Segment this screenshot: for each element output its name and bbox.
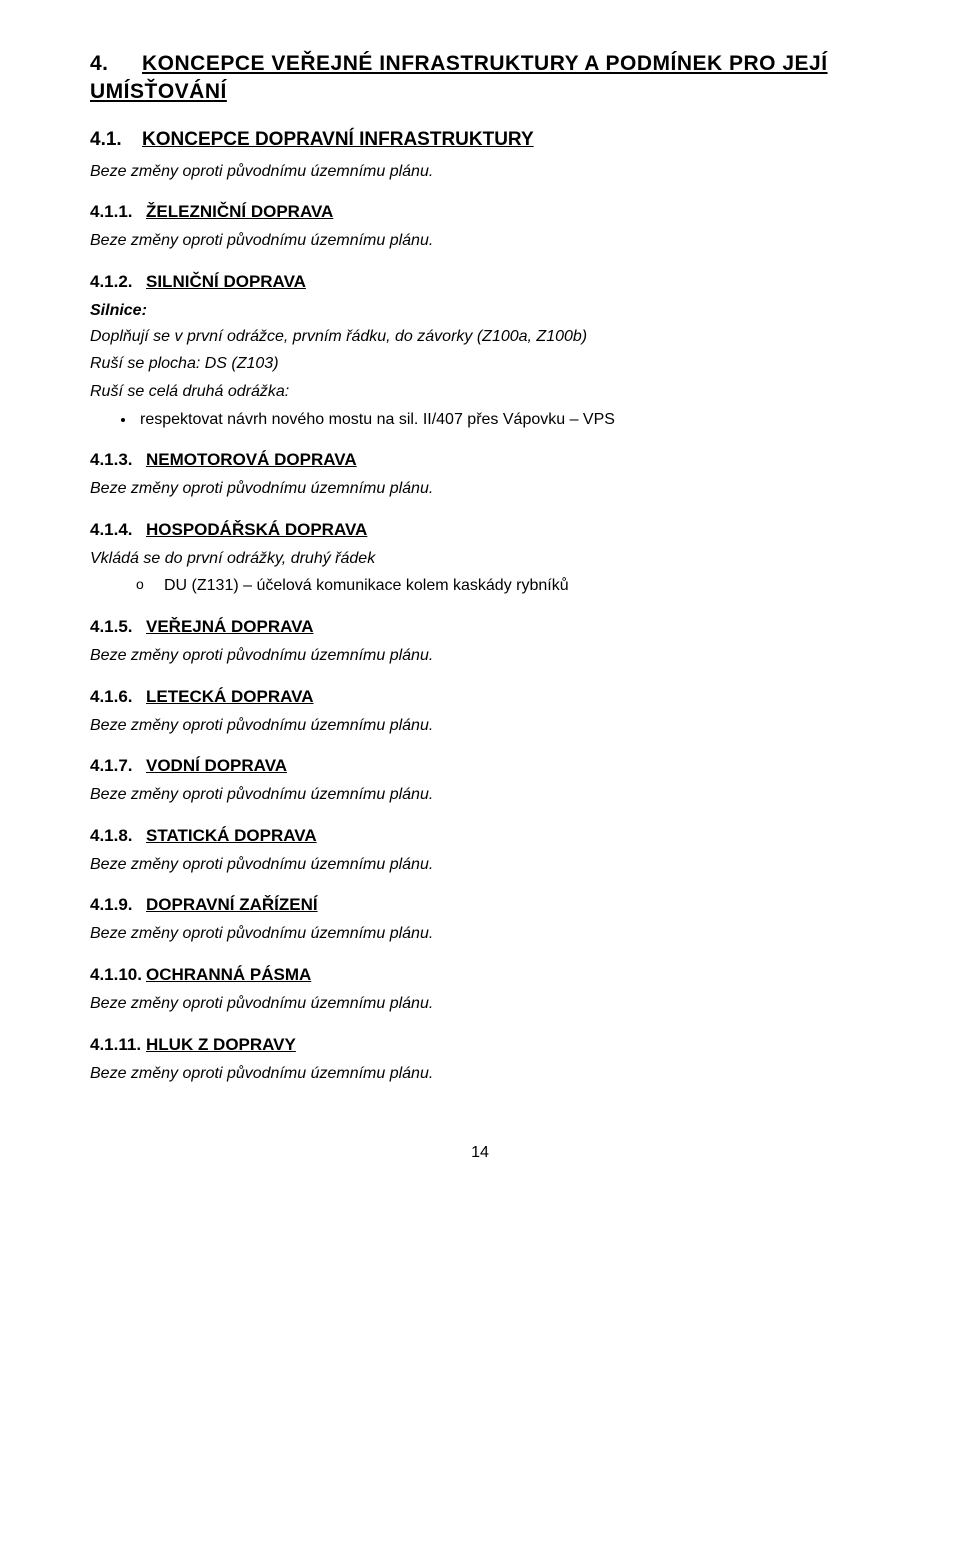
- section-417-num: 4.1.7.: [90, 756, 146, 776]
- nochange-416: Beze změny oproti původnímu územnímu plá…: [90, 715, 870, 737]
- nochange-4110: Beze změny oproti původnímu územnímu plá…: [90, 993, 870, 1015]
- section-4110-title: OCHRANNÁ PÁSMA: [146, 965, 311, 984]
- section-418-num: 4.1.8.: [90, 826, 146, 846]
- section-4-num: 4.: [90, 50, 142, 78]
- section-4111-num: 4.1.11.: [90, 1035, 146, 1055]
- section-418-title: STATICKÁ DOPRAVA: [146, 826, 317, 845]
- section-412-heading: 4.1.2.SILNIČNÍ DOPRAVA: [90, 272, 870, 292]
- nochange-417: Beze změny oproti původnímu územnímu plá…: [90, 784, 870, 806]
- section-414-heading: 4.1.4.HOSPODÁŘSKÁ DOPRAVA: [90, 520, 870, 540]
- section-4110-num: 4.1.10.: [90, 965, 146, 985]
- section-413-title: NEMOTOROVÁ DOPRAVA: [146, 450, 357, 469]
- section-4110-heading: 4.1.10.OCHRANNÁ PÁSMA: [90, 965, 870, 985]
- section-416-heading: 4.1.6.LETECKÁ DOPRAVA: [90, 687, 870, 707]
- nochange-41: Beze změny oproti původnímu územnímu plá…: [90, 161, 870, 183]
- section-411-title: ŽELEZNIČNÍ DOPRAVA: [146, 202, 333, 221]
- section-412-num: 4.1.2.: [90, 272, 146, 292]
- s412-p1: Doplňují se v první odrážce, prvním řádk…: [90, 326, 870, 348]
- s414-bullets: DU (Z131) – účelová komunikace kolem kas…: [90, 575, 870, 597]
- section-41-title: KONCEPCE DOPRAVNÍ INFRASTRUKTURY: [142, 129, 534, 150]
- section-415-title: VEŘEJNÁ DOPRAVA: [146, 617, 314, 636]
- nochange-4111: Beze změny oproti původnímu územnímu plá…: [90, 1063, 870, 1085]
- section-419-heading: 4.1.9.DOPRAVNÍ ZAŘÍZENÍ: [90, 895, 870, 915]
- section-413-heading: 4.1.3.NEMOTOROVÁ DOPRAVA: [90, 450, 870, 470]
- section-4111-heading: 4.1.11.HLUK Z DOPRAVY: [90, 1035, 870, 1055]
- s414-bullet-1: DU (Z131) – účelová komunikace kolem kas…: [136, 575, 870, 597]
- page-number: 14: [90, 1144, 870, 1162]
- section-419-num: 4.1.9.: [90, 895, 146, 915]
- section-4-title-1: KONCEPCE VEŘEJNÉ INFRASTRUKTURY A PODMÍN…: [142, 52, 828, 75]
- nochange-413: Beze změny oproti původnímu územnímu plá…: [90, 478, 870, 500]
- section-411-heading: 4.1.1.ŽELEZNIČNÍ DOPRAVA: [90, 202, 870, 222]
- section-414-num: 4.1.4.: [90, 520, 146, 540]
- section-4111-title: HLUK Z DOPRAVY: [146, 1035, 296, 1054]
- section-4-title-2: UMÍSŤOVÁNÍ: [90, 80, 227, 103]
- section-415-num: 4.1.5.: [90, 617, 146, 637]
- section-415-heading: 4.1.5.VEŘEJNÁ DOPRAVA: [90, 617, 870, 637]
- nochange-419: Beze změny oproti původnímu územnímu plá…: [90, 923, 870, 945]
- section-411-num: 4.1.1.: [90, 202, 146, 222]
- s412-p3: Ruší se celá druhá odrážka:: [90, 381, 870, 403]
- section-4-heading: 4.KONCEPCE VEŘEJNÉ INFRASTRUKTURY A PODM…: [90, 50, 870, 107]
- section-41-heading: 4.1.KONCEPCE DOPRAVNÍ INFRASTRUKTURY: [90, 129, 870, 151]
- nochange-418: Beze změny oproti původnímu územnímu plá…: [90, 854, 870, 876]
- s412-bullets: respektovat návrh nového mostu na sil. I…: [90, 409, 870, 431]
- section-413-num: 4.1.3.: [90, 450, 146, 470]
- section-419-title: DOPRAVNÍ ZAŘÍZENÍ: [146, 895, 318, 914]
- section-416-num: 4.1.6.: [90, 687, 146, 707]
- nochange-411: Beze změny oproti původnímu územnímu plá…: [90, 230, 870, 252]
- section-416-title: LETECKÁ DOPRAVA: [146, 687, 314, 706]
- section-41-num: 4.1.: [90, 129, 142, 151]
- s414-p1: Vkládá se do první odrážky, druhý řádek: [90, 548, 870, 570]
- nochange-415: Beze změny oproti původnímu územnímu plá…: [90, 645, 870, 667]
- section-417-heading: 4.1.7.VODNÍ DOPRAVA: [90, 756, 870, 776]
- s412-bullet-1: respektovat návrh nového mostu na sil. I…: [136, 409, 870, 431]
- section-418-heading: 4.1.8.STATICKÁ DOPRAVA: [90, 826, 870, 846]
- section-414-title: HOSPODÁŘSKÁ DOPRAVA: [146, 520, 367, 539]
- section-417-title: VODNÍ DOPRAVA: [146, 756, 287, 775]
- s412-p2: Ruší se plocha: DS (Z103): [90, 353, 870, 375]
- silnice-label: Silnice:: [90, 302, 870, 320]
- section-412-title: SILNIČNÍ DOPRAVA: [146, 272, 306, 291]
